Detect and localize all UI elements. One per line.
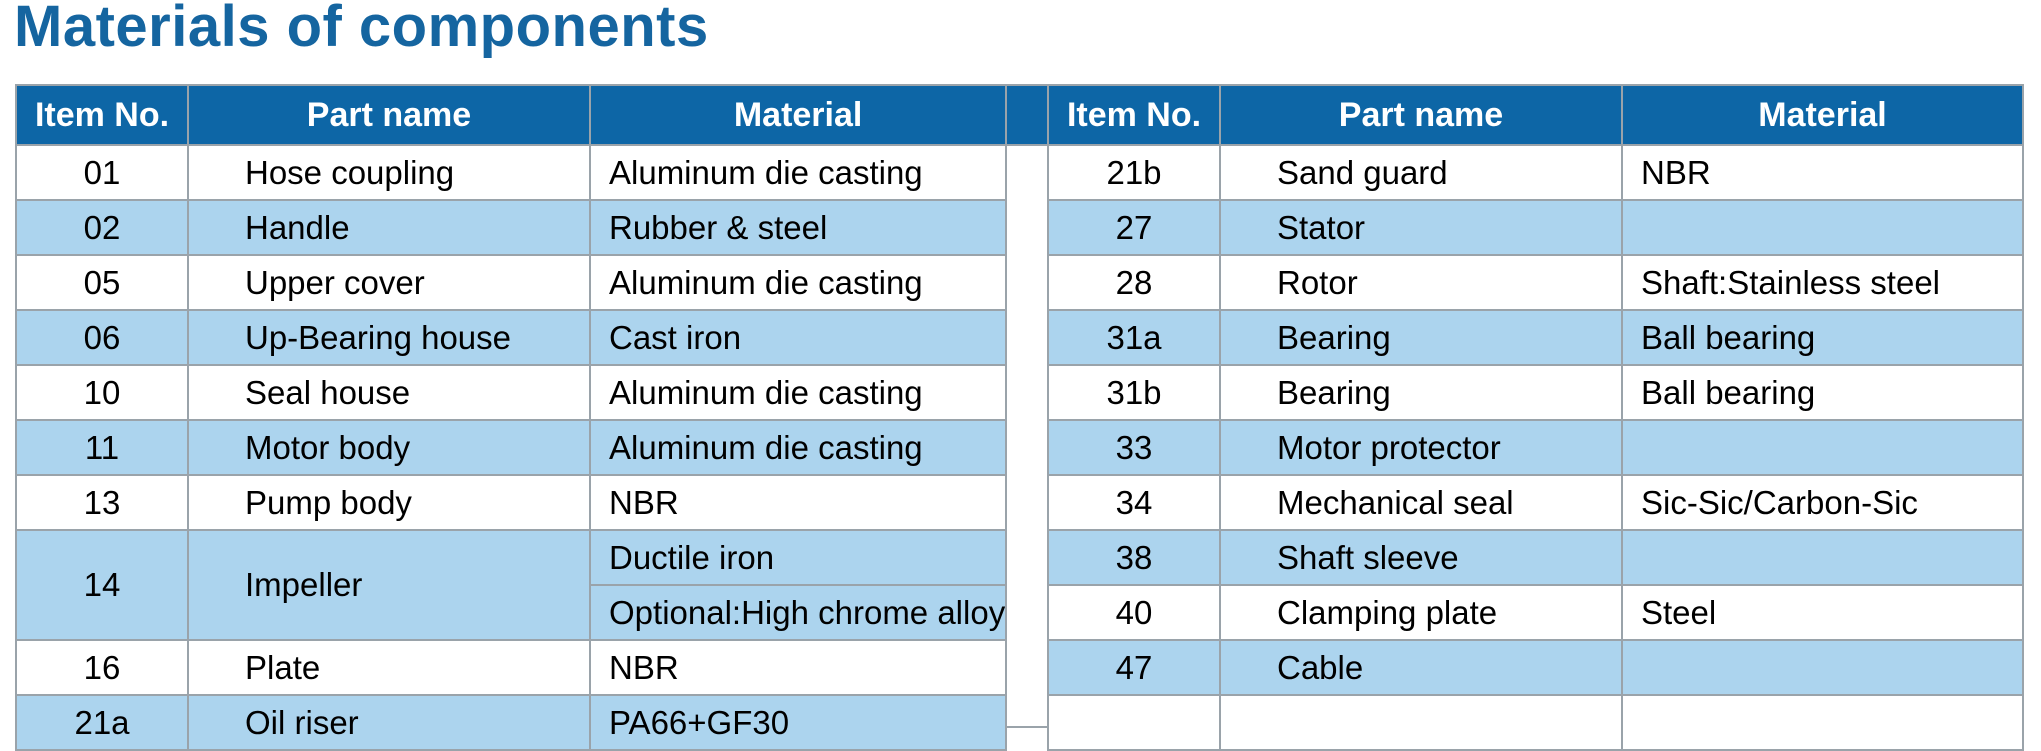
table-header-row: Item No. Part name Material: [15, 84, 1008, 146]
table-row: 31a Bearing Ball bearing: [1047, 309, 2024, 366]
table-row: 33 Motor protector: [1047, 419, 2024, 476]
table-row: 31b Bearing Ball bearing: [1047, 364, 2024, 421]
material: [1621, 694, 2024, 751]
part-name: Up-Bearing house: [187, 309, 591, 366]
part-name: Sand guard: [1219, 144, 1623, 201]
item-no: 21b: [1047, 144, 1221, 201]
item-no: 33: [1047, 419, 1221, 476]
item-no: 31a: [1047, 309, 1221, 366]
materials-table-left: Item No. Part name Material 01 Hose coup…: [15, 84, 1008, 751]
part-name: [1219, 694, 1623, 751]
material: NBR: [588, 474, 1008, 531]
part-name: Stator: [1219, 199, 1623, 256]
part-name: Clamping plate: [1219, 584, 1623, 641]
part-name: Shaft sleeve: [1219, 529, 1623, 586]
part-name: Cable: [1219, 639, 1623, 696]
table-row: 21a Oil riser PA66+GF30: [15, 694, 1008, 751]
material: Aluminum die casting: [588, 254, 1008, 311]
item-no: 34: [1047, 474, 1221, 531]
part-name: Seal house: [187, 364, 591, 421]
item-no: 06: [15, 309, 189, 366]
item-no: 11: [15, 419, 189, 476]
table-row: 16 Plate NBR: [15, 639, 1008, 696]
item-no: 47: [1047, 639, 1221, 696]
part-name: Motor body: [187, 419, 591, 476]
part-name: Mechanical seal: [1219, 474, 1623, 531]
table-row-empty: [1047, 694, 2024, 751]
material: Aluminum die casting: [588, 419, 1008, 476]
table-header-row: Item No. Part name Material: [1047, 84, 2024, 146]
header-material: Material: [588, 84, 1008, 146]
material: Aluminum die casting: [588, 364, 1008, 421]
material: Cast iron: [588, 309, 1008, 366]
materials-table-right: Item No. Part name Material 21b Sand gua…: [1047, 84, 2024, 751]
table-row: 13 Pump body NBR: [15, 474, 1008, 531]
material: NBR: [588, 639, 1008, 696]
item-no: 01: [15, 144, 189, 201]
table-row: 27 Stator: [1047, 199, 2024, 256]
item-no: 13: [15, 474, 189, 531]
header-part-name: Part name: [187, 84, 591, 146]
table-row: Optional:High chrome alloy: [16, 584, 1008, 641]
material: Steel: [1621, 584, 2024, 641]
material: Sic-Sic/Carbon-Sic: [1621, 474, 2024, 531]
table-row: 40 Clamping plate Steel: [1047, 584, 2024, 641]
part-name: Upper cover: [187, 254, 591, 311]
part-name: Hose coupling: [187, 144, 591, 201]
item-no: 10: [15, 364, 189, 421]
part-name: Pump body: [187, 474, 591, 531]
material: [1621, 419, 2024, 476]
part-name: Oil riser: [187, 694, 591, 751]
item-no: 16: [15, 639, 189, 696]
page-title: Materials of components: [14, 0, 709, 59]
item-no: 02: [15, 199, 189, 256]
part-name: Plate: [187, 639, 591, 696]
material: Shaft:Stainless steel: [1621, 254, 2024, 311]
part-name: Rotor: [1219, 254, 1623, 311]
item-no: 05: [15, 254, 189, 311]
table-row: 10 Seal house Aluminum die casting: [15, 364, 1008, 421]
material: Ball bearing: [1621, 309, 2024, 366]
material: Ductile iron: [588, 529, 1008, 586]
table-row: 38 Shaft sleeve: [1047, 529, 2024, 586]
item-no: [1047, 694, 1221, 751]
material: NBR: [1621, 144, 2024, 201]
item-no: 31b: [1047, 364, 1221, 421]
part-name: Bearing: [1219, 309, 1623, 366]
material-optional: Optional:High chrome alloy: [588, 584, 1008, 641]
item-no: 28: [1047, 254, 1221, 311]
table-row: 06 Up-Bearing house Cast iron: [15, 309, 1008, 366]
material: PA66+GF30: [588, 694, 1008, 751]
part-name: Bearing: [1219, 364, 1623, 421]
material: Rubber & steel: [588, 199, 1008, 256]
table-row: 28 Rotor Shaft:Stainless steel: [1047, 254, 2024, 311]
header-item-no: Item No.: [15, 84, 189, 146]
table-row: 34 Mechanical seal Sic-Sic/Carbon-Sic: [1047, 474, 2024, 531]
material: [1621, 639, 2024, 696]
header-part-name: Part name: [1219, 84, 1623, 146]
part-name: Motor protector: [1219, 419, 1623, 476]
header-material: Material: [1621, 84, 2024, 146]
material: Aluminum die casting: [588, 144, 1008, 201]
part-name: Impeller: [187, 529, 591, 641]
table-row: 01 Hose coupling Aluminum die casting: [15, 144, 1008, 201]
table-row: 14 Impeller Ductile iron: [15, 529, 1008, 641]
item-no: 27: [1047, 199, 1221, 256]
table-row: 21b Sand guard NBR: [1047, 144, 2024, 201]
table-row: 47 Cable: [1047, 639, 2024, 696]
item-no: 38: [1047, 529, 1221, 586]
material: Ball bearing: [1621, 364, 2024, 421]
header-item-no: Item No.: [1047, 84, 1221, 146]
item-no: 14: [15, 529, 189, 641]
table-row: 11 Motor body Aluminum die casting: [15, 419, 1008, 476]
table-row: 05 Upper cover Aluminum die casting: [15, 254, 1008, 311]
item-no: 40: [1047, 584, 1221, 641]
table-row: 02 Handle Rubber & steel: [15, 199, 1008, 256]
material: [1621, 529, 2024, 586]
item-no: 21a: [15, 694, 189, 751]
material: [1621, 199, 2024, 256]
part-name: Handle: [187, 199, 591, 256]
